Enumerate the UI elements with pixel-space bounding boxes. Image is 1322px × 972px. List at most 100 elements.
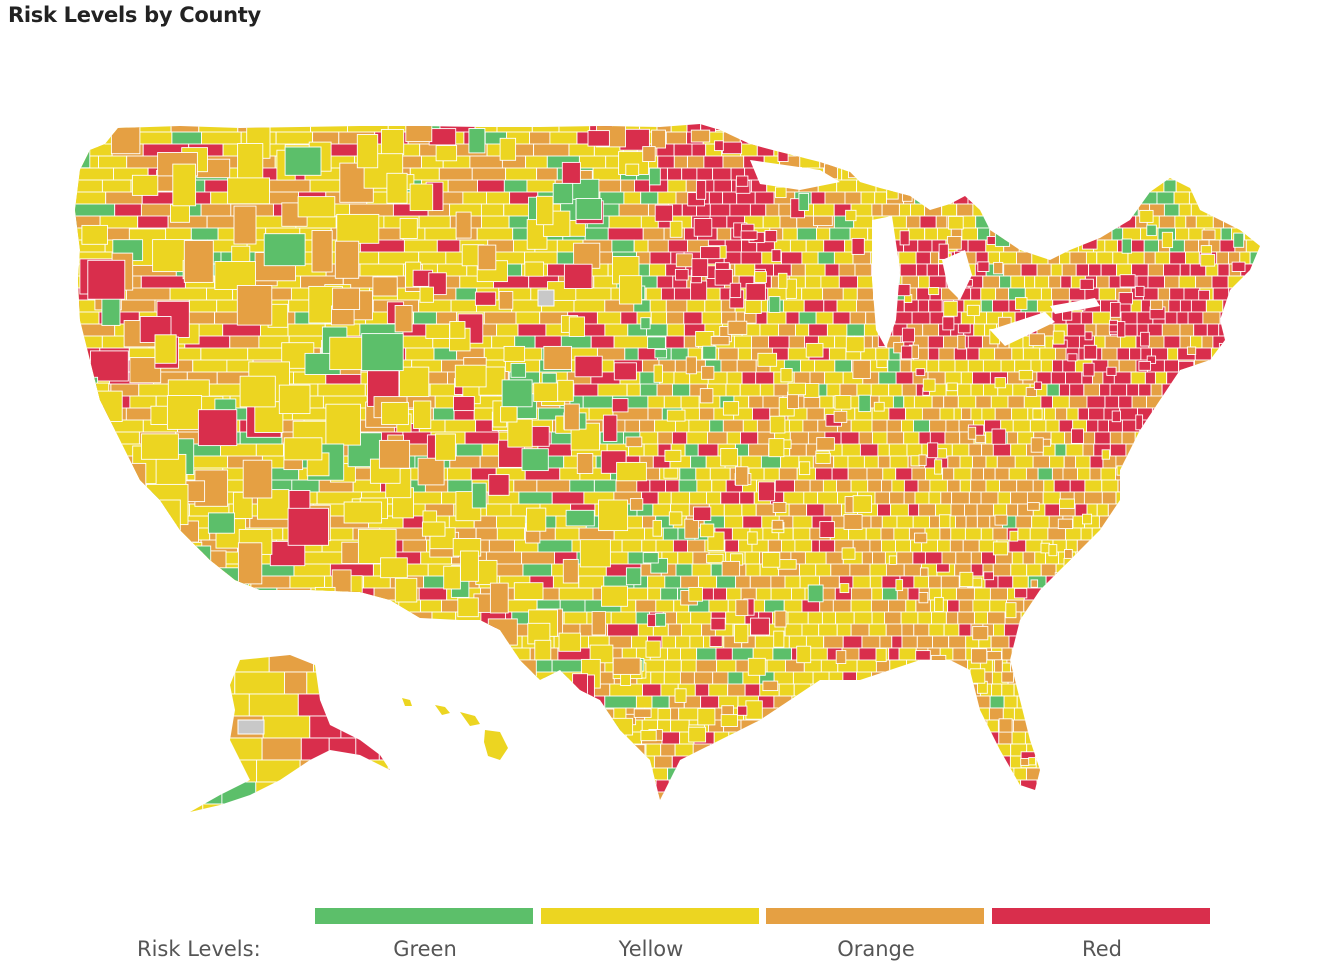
county-cell[interactable] bbox=[1252, 683, 1268, 697]
county-cell[interactable] bbox=[105, 611, 139, 637]
county-cell[interactable] bbox=[101, 515, 145, 541]
county-cell[interactable] bbox=[1183, 287, 1201, 301]
county-cell[interactable] bbox=[1105, 707, 1118, 721]
county-cell[interactable] bbox=[1000, 167, 1019, 181]
county-cell[interactable] bbox=[1106, 366, 1117, 376]
county-cell[interactable] bbox=[1144, 635, 1158, 649]
county-cell[interactable] bbox=[170, 779, 218, 804]
county-cell[interactable] bbox=[1055, 563, 1072, 577]
county-cell[interactable] bbox=[784, 767, 804, 783]
county-cell[interactable] bbox=[1178, 766, 1188, 778]
county-cell[interactable] bbox=[868, 755, 880, 769]
county-cell[interactable] bbox=[950, 503, 965, 517]
county-cell[interactable] bbox=[356, 134, 379, 169]
county-cell[interactable] bbox=[1210, 491, 1229, 505]
county-cell[interactable] bbox=[1074, 131, 1089, 145]
county-cell[interactable] bbox=[882, 587, 898, 601]
county-cell[interactable] bbox=[1203, 527, 1220, 541]
county-cell[interactable] bbox=[746, 731, 762, 747]
county-cell[interactable] bbox=[1077, 659, 1092, 673]
county-cell[interactable] bbox=[526, 507, 547, 532]
county-cell[interactable] bbox=[510, 780, 539, 798]
county-cell[interactable] bbox=[1001, 683, 1015, 697]
county-cell[interactable] bbox=[950, 527, 966, 541]
county-cell[interactable] bbox=[896, 515, 914, 529]
county-cell[interactable] bbox=[1010, 443, 1027, 457]
county-cell[interactable] bbox=[835, 650, 847, 664]
county-cell[interactable] bbox=[1020, 758, 1030, 766]
county-cell[interactable] bbox=[83, 457, 121, 498]
county-cell[interactable] bbox=[522, 707, 548, 727]
county-cell[interactable] bbox=[409, 744, 437, 764]
county-cell[interactable] bbox=[764, 230, 778, 243]
county-cell[interactable] bbox=[378, 804, 417, 820]
county-cell[interactable] bbox=[1109, 683, 1122, 697]
county-cell[interactable] bbox=[1096, 251, 1114, 265]
county-cell[interactable] bbox=[1113, 794, 1125, 810]
county-cell[interactable] bbox=[1007, 215, 1019, 229]
county-cell[interactable] bbox=[1220, 515, 1237, 529]
county-cell[interactable] bbox=[1062, 359, 1076, 373]
county-cell[interactable] bbox=[1042, 491, 1061, 505]
county-cell[interactable] bbox=[1053, 479, 1071, 493]
county-cell[interactable] bbox=[1249, 635, 1266, 649]
county-cell[interactable] bbox=[997, 491, 1011, 505]
county-cell[interactable] bbox=[1138, 498, 1153, 509]
county-cell[interactable] bbox=[565, 509, 595, 527]
county-cell[interactable] bbox=[314, 586, 336, 609]
county-cell[interactable] bbox=[476, 767, 508, 787]
county-cell[interactable] bbox=[1222, 564, 1234, 577]
county-cell[interactable] bbox=[1179, 299, 1192, 313]
county-cell[interactable] bbox=[437, 661, 463, 683]
county-cell[interactable] bbox=[1190, 299, 1207, 313]
county-cell[interactable] bbox=[868, 120, 883, 133]
county-cell[interactable] bbox=[1158, 755, 1171, 769]
county-cell[interactable] bbox=[837, 767, 852, 783]
county-cell[interactable] bbox=[1042, 131, 1059, 145]
county-cell[interactable] bbox=[927, 347, 940, 361]
county-cell[interactable] bbox=[535, 731, 566, 751]
county-cell[interactable] bbox=[337, 635, 370, 661]
county-cell[interactable] bbox=[798, 755, 820, 771]
county-cell[interactable] bbox=[569, 804, 602, 820]
county-cell[interactable] bbox=[1034, 611, 1050, 625]
county-cell[interactable] bbox=[870, 383, 890, 397]
county-cell[interactable] bbox=[1070, 563, 1088, 577]
county-cell[interactable] bbox=[1040, 587, 1054, 601]
county-cell[interactable] bbox=[378, 767, 420, 793]
county-cell[interactable] bbox=[181, 563, 220, 589]
county-cell[interactable] bbox=[558, 632, 582, 652]
county-cell[interactable] bbox=[1226, 335, 1243, 349]
county-cell[interactable] bbox=[407, 778, 427, 808]
county-cell[interactable] bbox=[1258, 179, 1269, 193]
county-cell[interactable] bbox=[1268, 600, 1281, 612]
county-cell[interactable] bbox=[838, 707, 854, 723]
county-cell[interactable] bbox=[714, 140, 724, 152]
county-cell[interactable] bbox=[1167, 401, 1184, 416]
county-cell[interactable] bbox=[283, 599, 329, 625]
county-cell[interactable] bbox=[274, 803, 318, 820]
county-cell[interactable] bbox=[172, 587, 201, 613]
county-cell[interactable] bbox=[995, 287, 1010, 301]
county-cell[interactable] bbox=[720, 714, 738, 727]
county-cell[interactable] bbox=[436, 681, 460, 703]
county-cell[interactable] bbox=[190, 545, 212, 578]
county-cell[interactable] bbox=[228, 737, 263, 761]
county-cell[interactable] bbox=[885, 563, 905, 577]
county-cell[interactable] bbox=[1203, 635, 1215, 649]
county-cell[interactable] bbox=[196, 767, 233, 793]
county-cell[interactable] bbox=[1058, 599, 1070, 613]
county-cell[interactable] bbox=[651, 129, 666, 149]
county-cell[interactable] bbox=[503, 345, 526, 362]
county-cell[interactable] bbox=[576, 453, 594, 474]
county-cell[interactable] bbox=[1038, 623, 1054, 637]
county-cell[interactable] bbox=[1113, 371, 1132, 385]
county-cell[interactable] bbox=[625, 163, 640, 176]
county-cell[interactable] bbox=[1126, 712, 1139, 729]
county-cell[interactable] bbox=[1130, 191, 1142, 205]
county-cell[interactable] bbox=[1024, 659, 1038, 673]
county-cell[interactable] bbox=[436, 690, 467, 720]
county-cell[interactable] bbox=[1046, 227, 1062, 241]
map-svg[interactable] bbox=[60, 100, 1320, 820]
county-cell[interactable] bbox=[1101, 599, 1113, 613]
